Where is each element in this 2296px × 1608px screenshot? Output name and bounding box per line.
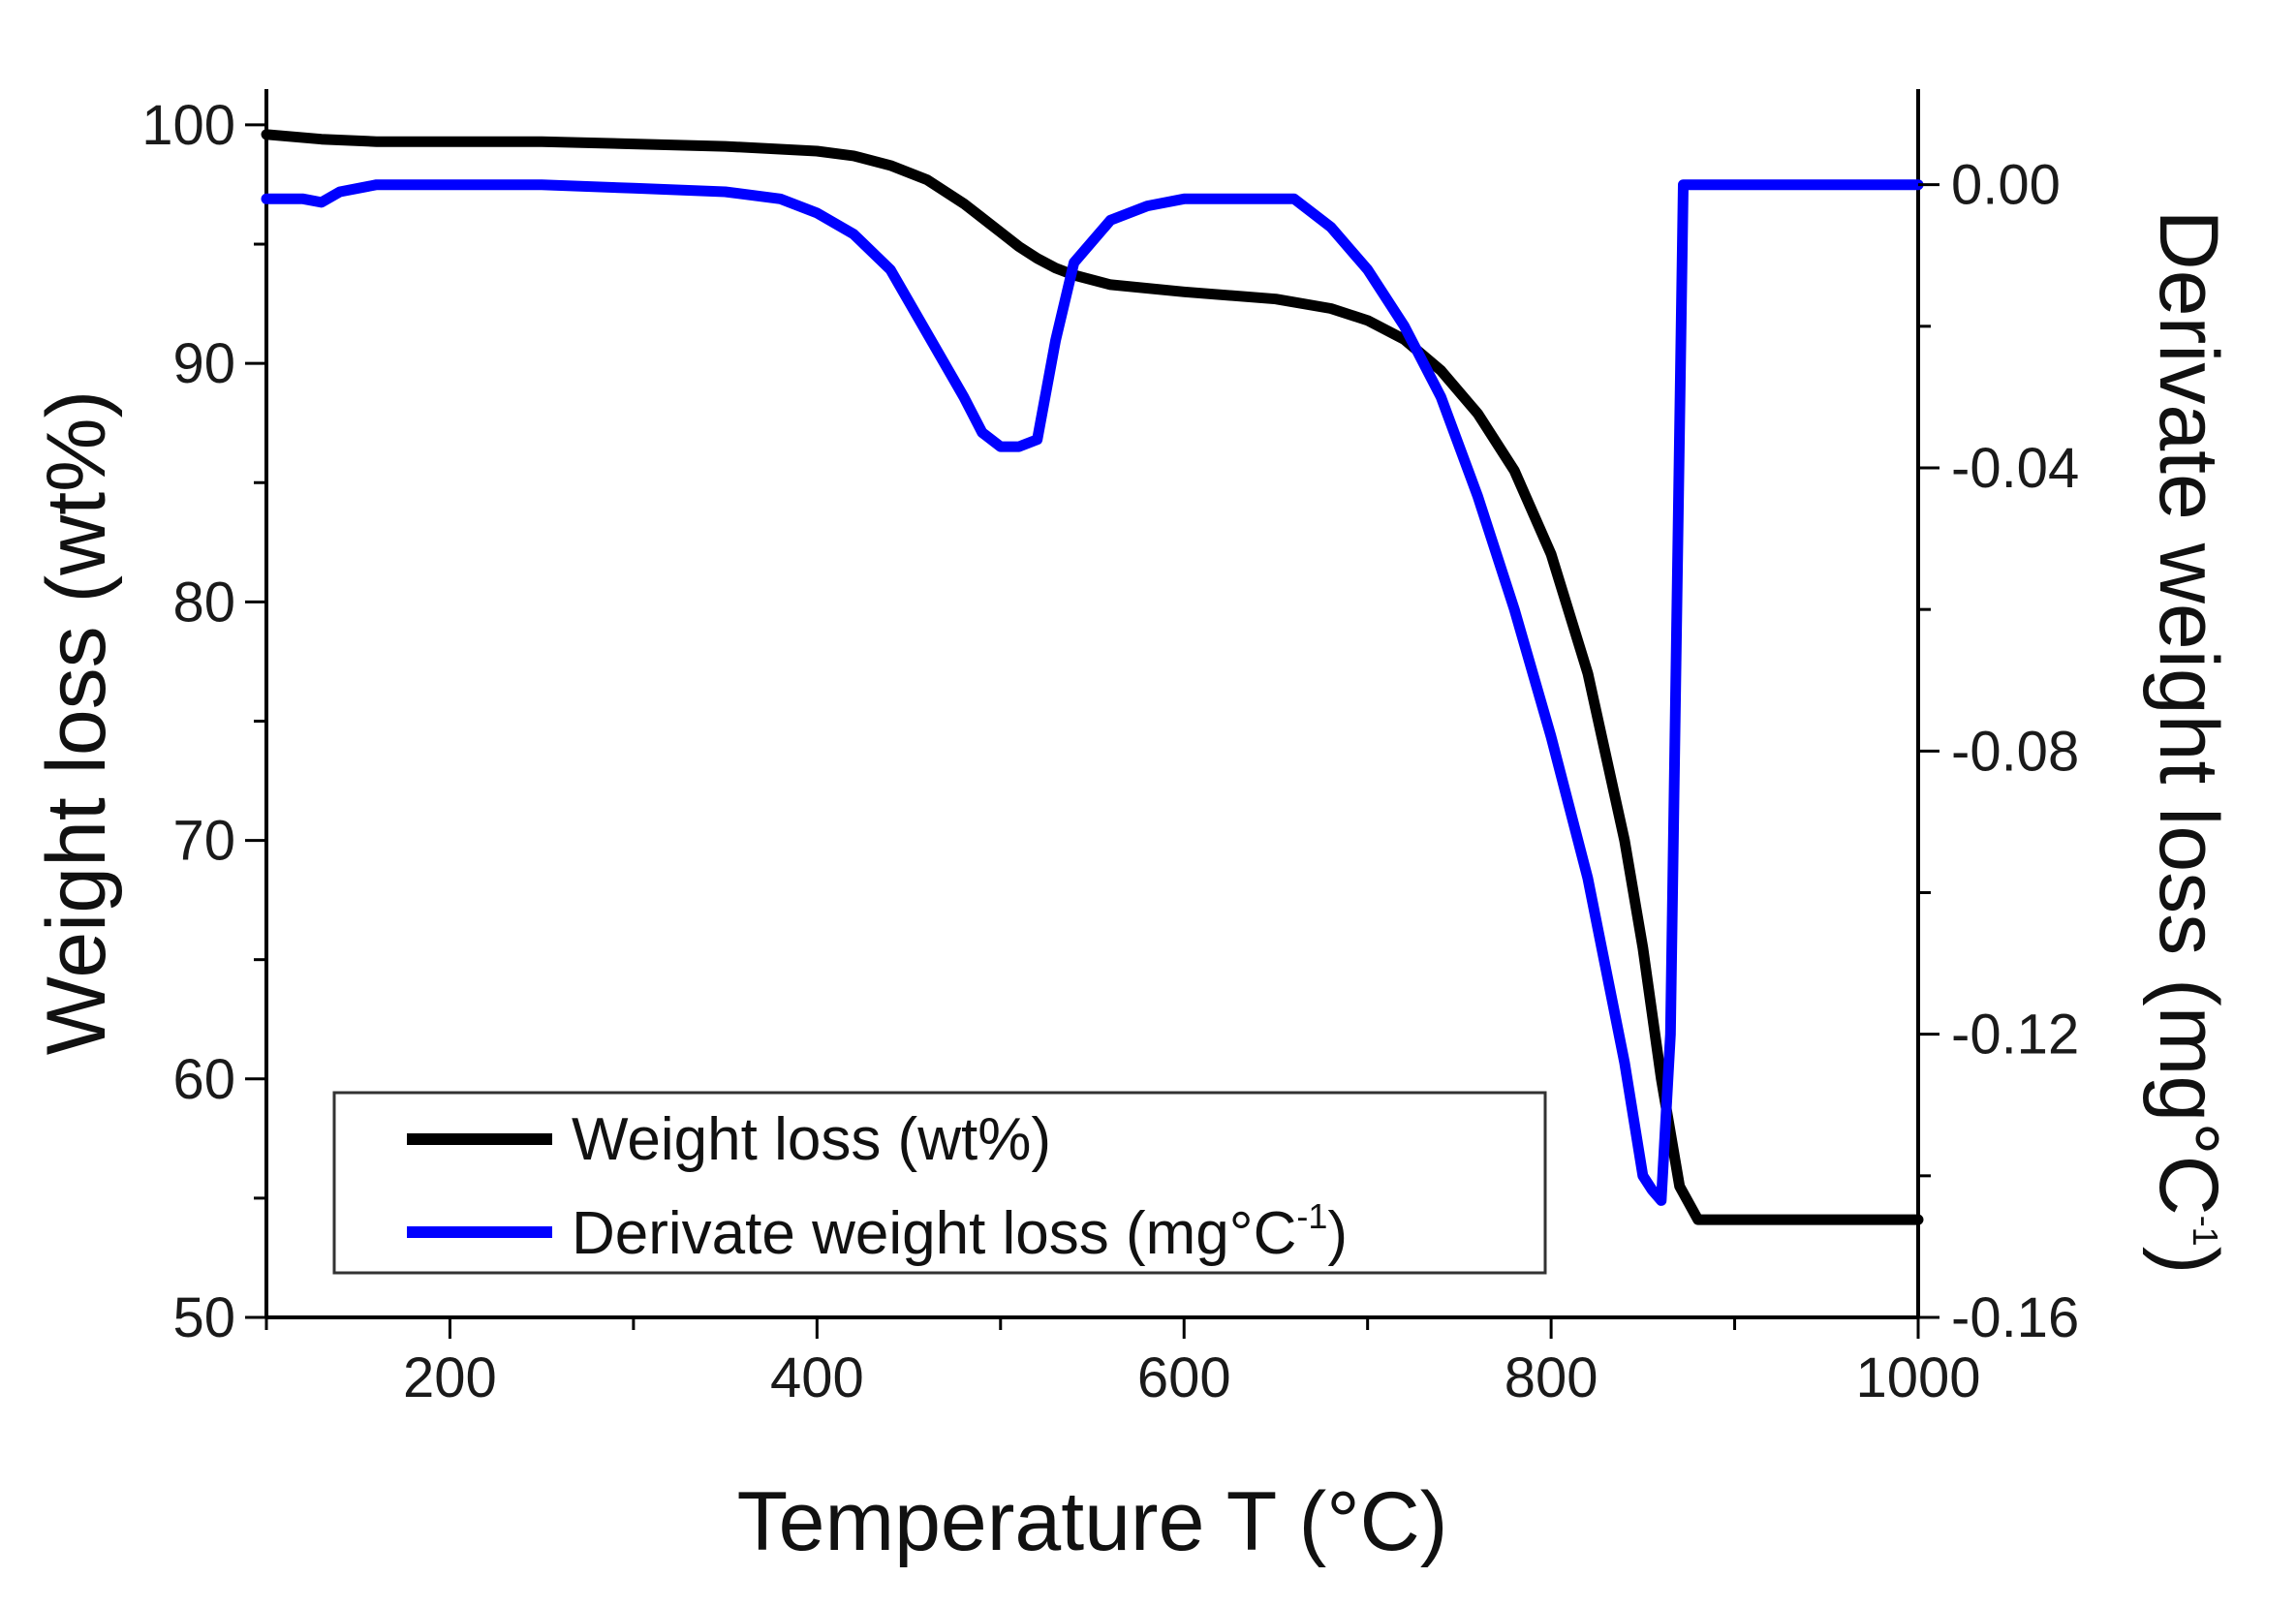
left-y-tick-label: 90 xyxy=(172,332,235,395)
left-y-axis-title: Weight loss (wt%) xyxy=(30,390,123,1056)
right-y-tick-label: 0.00 xyxy=(1951,154,2061,217)
x-tick-label: 200 xyxy=(403,1346,497,1409)
tick-layer: 200 400 600 800 1000 50 60 70 80 90 100 -0.16 -0.12 -… xyxy=(141,94,2079,1409)
left-y-tick-label: 80 xyxy=(172,571,235,634)
legend-label-derivative-sup: -1 xyxy=(1296,1196,1327,1236)
right-y-axis-title: Derivate weight loss (mg°C-1) xyxy=(2142,210,2235,1275)
right-y-tick-label: -0.12 xyxy=(1951,1004,2079,1067)
legend-label-derivative: Derivate weight loss (mg°C-1) xyxy=(572,1196,1348,1267)
right-y-axis-title-main: Derivate weight loss (mg°C xyxy=(2142,210,2235,1216)
left-y-tick-label: 50 xyxy=(172,1286,235,1349)
x-tick-label: 600 xyxy=(1137,1346,1231,1409)
right-y-tick-label: -0.08 xyxy=(1951,720,2079,783)
legend-label-derivative-close: ) xyxy=(1327,1200,1348,1267)
x-axis-title: Temperature T (°C) xyxy=(737,1475,1448,1568)
right-y-tick-label: -0.16 xyxy=(1951,1286,2079,1349)
right-y-axis-title-close: ) xyxy=(2142,1247,2235,1275)
right-y-tick-label: -0.04 xyxy=(1951,437,2079,500)
x-tick-label: 800 xyxy=(1505,1346,1598,1409)
weight_loss-series-line xyxy=(261,129,1924,1225)
legend-label-derivative-main: Derivate weight loss (mg°C xyxy=(572,1200,1296,1267)
legend-label-weight-loss: Weight loss (wt%) xyxy=(572,1106,1051,1173)
left-y-tick-label: 100 xyxy=(141,94,235,157)
x-tick-label: 1000 xyxy=(1855,1346,1980,1409)
axis-titles: Temperature T (°C) Weight loss (wt%) Der… xyxy=(30,210,2235,1568)
legend-box xyxy=(332,1091,1547,1275)
legend: Weight loss (wt%) Derivate weight loss (… xyxy=(332,1091,1547,1275)
series-layer xyxy=(261,129,1924,1225)
plot-axes xyxy=(264,89,1920,1319)
derivative-series-line xyxy=(261,179,1924,1206)
left-y-tick-label: 60 xyxy=(172,1048,235,1111)
left-y-tick-label: 70 xyxy=(172,810,235,873)
right-y-axis-title-sup: -1 xyxy=(2186,1216,2225,1247)
x-tick-label: 400 xyxy=(770,1346,864,1409)
